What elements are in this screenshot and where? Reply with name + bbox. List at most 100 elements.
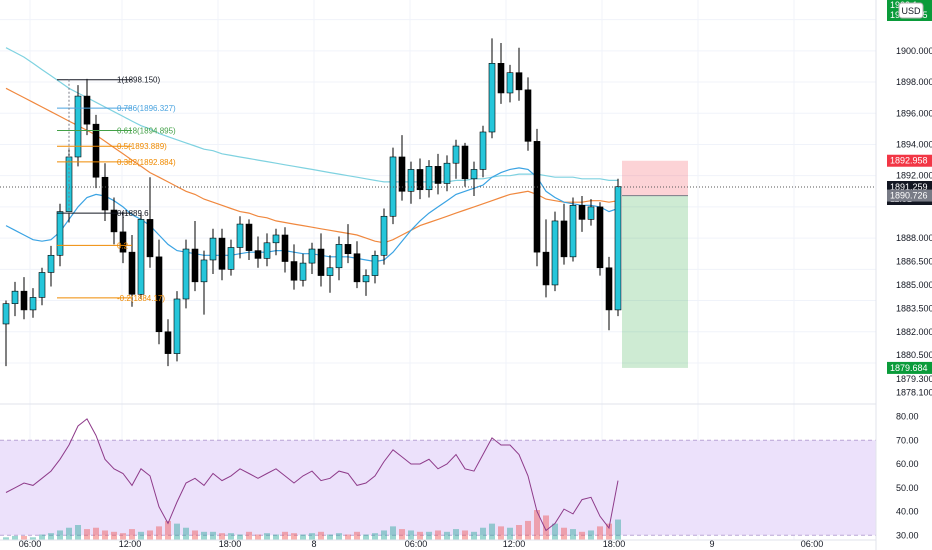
fib-level-label: 0.2 <box>117 241 129 250</box>
volume-bar <box>30 537 36 540</box>
take-profit-zone <box>622 195 688 368</box>
fib-level-label: 1(1898.150) <box>117 76 160 85</box>
volume-bar <box>363 534 369 540</box>
volume-bar <box>552 523 558 540</box>
volume-bar <box>435 530 441 540</box>
price-axis-label: 1883.500 <box>896 303 932 313</box>
volume-bar <box>237 534 243 540</box>
candle-body <box>380 215 388 256</box>
volume-bar <box>372 533 378 540</box>
candle-body <box>254 250 262 259</box>
price-axis-label: 1898.000 <box>896 77 932 87</box>
candle-body <box>209 237 217 261</box>
candle-body <box>587 206 595 220</box>
candle-body <box>398 156 406 192</box>
candle-body <box>488 63 496 133</box>
volume-bar <box>183 527 189 540</box>
candle-body <box>497 63 505 94</box>
candle-body <box>407 169 415 192</box>
candle-body <box>308 248 316 264</box>
fib-level-label: 0.5(1893.889) <box>117 142 167 151</box>
volume-bar <box>561 527 567 540</box>
rsi-axis-label: 60.00 <box>896 459 919 469</box>
candle-body <box>506 72 514 94</box>
candle-body <box>479 131 487 170</box>
price-tag-entry-bg <box>887 189 932 202</box>
candle-body <box>164 331 172 354</box>
volume-bar <box>390 526 396 540</box>
volume-bar <box>534 510 540 540</box>
time-axis-label: 12:00 <box>503 539 526 549</box>
candle-body <box>245 223 253 251</box>
candle-body <box>146 219 154 258</box>
candle-body <box>470 169 478 180</box>
volume-bar <box>345 534 351 540</box>
volume-bar <box>300 534 306 540</box>
candle-body <box>326 267 334 276</box>
volume-bar <box>318 531 324 540</box>
time-axis[interactable]: 06:00 12:00 18:00 8 06:00 12:00 18:00 9 06:00 <box>0 539 876 549</box>
volume-bar <box>255 534 261 540</box>
volume-bar <box>57 530 63 540</box>
candle-body <box>227 247 235 270</box>
price-tag-target-bg <box>887 361 932 374</box>
currency-badge[interactable]: USD <box>898 2 924 19</box>
candle-body <box>605 267 613 311</box>
volume-bar <box>147 530 153 540</box>
volume-bar <box>156 526 162 540</box>
candle-body <box>461 145 469 180</box>
fib-level-label: 0(1889.6 <box>117 209 149 218</box>
price-axis-label: 1878.100 <box>896 388 932 398</box>
time-axis-label: 18:00 <box>219 539 242 549</box>
candle-body <box>128 251 136 295</box>
candle-body <box>272 234 280 244</box>
candle-body <box>317 248 325 276</box>
fib-level-label: 0.618(1894.895) <box>117 127 176 136</box>
volume-bar <box>615 519 621 540</box>
volume-bar <box>426 531 432 540</box>
candle-body <box>281 234 289 262</box>
candle-body <box>362 275 370 283</box>
rsi-panel <box>0 439 876 536</box>
volume-bar <box>399 529 405 540</box>
rsi-polyline <box>5 418 619 532</box>
volume-bar <box>246 531 252 540</box>
volume-bar <box>291 533 297 540</box>
short-position-tool[interactable] <box>622 160 688 368</box>
volume-bars <box>3 510 621 540</box>
price-axis[interactable]: 1900.000 1898.000 1896.000 1894.000 1892.000… <box>875 0 932 550</box>
price-axis-label: 1896.000 <box>896 108 932 118</box>
candle-body <box>173 298 181 354</box>
candle-body <box>20 290 28 311</box>
volume-bar <box>570 529 576 540</box>
volume-bar <box>93 527 99 540</box>
fib-level-label: 0.786(1896.327) <box>117 104 176 113</box>
price-tag-target: 1879.684 <box>890 363 928 373</box>
price-tag-entry: 1890.726 <box>890 191 928 201</box>
time-axis-label: 18:00 <box>603 539 626 549</box>
candle-body <box>290 261 298 281</box>
fibonacci-retracement[interactable]: 1(1898.150) 0.786(1896.327) 0.618(1894.895… <box>57 76 176 303</box>
rsi-axis-label: 30.00 <box>896 530 919 540</box>
volume-bar <box>219 533 225 540</box>
candle-body <box>119 231 127 253</box>
candle-body <box>416 169 424 191</box>
rsi-axis-label: 70.00 <box>896 435 919 445</box>
price-axis-label: 1892.000 <box>896 171 932 181</box>
volume-bar <box>327 534 333 540</box>
rsi-band <box>0 440 876 536</box>
candle-body <box>47 254 55 273</box>
candle-body <box>434 166 442 184</box>
price-axis-label: 1886.500 <box>896 257 932 267</box>
time-axis-label: 06:00 <box>19 539 42 549</box>
volume-bar <box>462 530 468 540</box>
candle-body <box>155 256 163 333</box>
candle-body <box>74 95 82 158</box>
volume-bar <box>138 531 144 540</box>
price-axis-label: 1880.500 <box>896 350 932 360</box>
candle-body <box>353 253 361 283</box>
price-tag-stop-bg <box>887 154 932 167</box>
candle-body <box>200 259 208 283</box>
candle-body <box>335 244 343 269</box>
